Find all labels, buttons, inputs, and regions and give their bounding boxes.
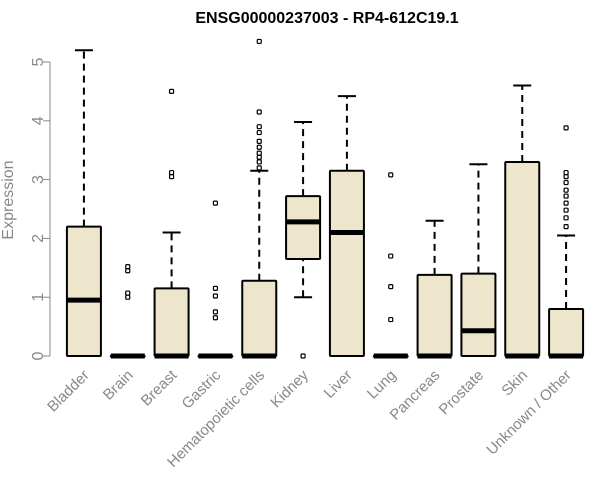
x-category-label: Breast: [138, 366, 181, 409]
outlier-point: [256, 129, 262, 136]
chart-title: ENSG00000237003 - RP4-612C19.1: [195, 10, 458, 27]
outlier-point: [212, 309, 219, 315]
box-iqr: [241, 279, 278, 357]
y-tick-label: 0: [30, 351, 47, 360]
outlier-point: [563, 200, 569, 206]
outlier-point: [256, 124, 262, 130]
outlier-point: [168, 169, 175, 176]
outlier-point: [388, 284, 394, 290]
x-category-label: Kidney: [267, 366, 312, 411]
outlier-point: [563, 179, 569, 186]
box-iqr: [285, 195, 322, 260]
outlier-point: [256, 150, 262, 156]
box-skin: [504, 84, 541, 359]
x-category-label: Lung: [364, 367, 400, 403]
outlier-point: [125, 264, 131, 270]
outlier-point: [168, 88, 175, 95]
box-iqr: [504, 160, 541, 357]
box-pancreas: [416, 219, 453, 359]
box-bladder: [65, 49, 102, 357]
box-iqr: [460, 272, 497, 357]
box-iqr: [416, 273, 453, 357]
outlier-point: [256, 38, 262, 45]
outlier-point: [212, 293, 219, 299]
outlier-point: [212, 200, 219, 206]
outlier-point: [563, 125, 569, 131]
box-brain: [109, 264, 146, 359]
outlier-point: [563, 224, 569, 230]
outlier-point: [256, 144, 262, 150]
y-tick-label: 5: [30, 57, 47, 66]
y-tick-label: 1: [30, 293, 47, 302]
box-iqr: [65, 225, 102, 357]
box-iqr: [548, 307, 585, 357]
box-breast: [153, 88, 190, 359]
box-unknown-other: [548, 125, 585, 359]
outlier-point: [256, 159, 262, 165]
box-lung: [372, 172, 409, 359]
box-iqr: [328, 169, 365, 357]
outlier-point: [256, 109, 262, 115]
box-hematopoietic-cells: [241, 38, 278, 359]
x-category-label: Skin: [498, 367, 531, 400]
box-iqr: [153, 287, 190, 358]
x-category-label: Liver: [321, 367, 356, 402]
outlier-point: [212, 285, 219, 291]
box-prostate: [460, 163, 497, 357]
outlier-point: [125, 294, 131, 300]
outlier-point: [256, 165, 262, 171]
x-category-label: Brain: [100, 367, 137, 404]
outlier-point: [563, 187, 569, 193]
outlier-point: [256, 154, 262, 160]
y-axis: 0 1 2 3 4 5: [30, 57, 51, 360]
outlier-point: [168, 174, 175, 180]
outlier-point: [563, 193, 569, 199]
box-liver: [328, 95, 365, 357]
outlier-point: [125, 268, 131, 274]
outlier-point: [563, 174, 569, 180]
outlier-point: [125, 290, 131, 296]
box-kidney: [285, 120, 322, 359]
x-category-label: Prostate: [436, 367, 488, 419]
outlier-point: [563, 207, 569, 213]
outlier-point: [388, 253, 394, 259]
outlier-point: [388, 172, 394, 178]
outlier-point: [212, 315, 219, 321]
y-tick-label: 3: [30, 175, 47, 184]
outlier-point: [563, 215, 569, 221]
box-gastric: [197, 200, 234, 359]
x-category-label: Bladder: [44, 367, 93, 416]
outlier-point: [388, 316, 394, 323]
outlier-point: [300, 353, 306, 359]
y-axis-label: Expression: [0, 160, 17, 239]
outlier-point: [256, 138, 262, 144]
y-tick-label: 2: [30, 234, 47, 243]
boxes-group: [65, 38, 585, 359]
outlier-point: [563, 169, 569, 176]
y-tick-label: 4: [30, 116, 47, 125]
